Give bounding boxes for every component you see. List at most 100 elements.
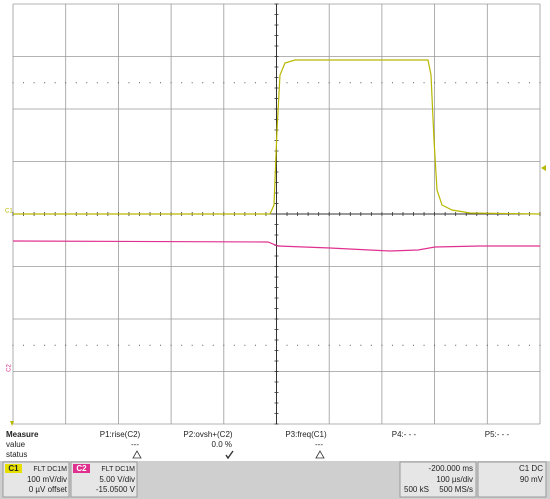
status-warning-icon	[315, 450, 325, 459]
grid-dot	[455, 82, 457, 84]
grid-dot	[191, 344, 193, 346]
grid-dot	[497, 82, 499, 84]
c2-scale: 5.00 V/div	[99, 475, 135, 484]
grid-dot	[128, 82, 130, 84]
grid-dot	[497, 344, 499, 346]
param-value: ---	[315, 440, 323, 449]
c1-box	[2, 461, 70, 498]
grid-dot	[233, 344, 235, 346]
grid-dot	[212, 344, 214, 346]
c2-trace	[12, 240, 540, 252]
timebase-scale: 100 µs/div	[436, 475, 473, 484]
grid-dot	[455, 344, 457, 346]
grid-dot	[202, 344, 204, 346]
grid-dot	[138, 82, 140, 84]
grid-dot	[202, 82, 204, 84]
grid-dot	[381, 344, 383, 346]
trigger-position-marker	[10, 421, 14, 426]
grid-dot	[297, 82, 299, 84]
grid-dot	[360, 344, 362, 346]
grid-dot	[444, 82, 446, 84]
grid-dot	[244, 344, 246, 346]
grid-dot	[539, 82, 541, 84]
grid-dot	[244, 82, 246, 84]
status-ok-icon	[225, 450, 234, 460]
grid-dot	[486, 344, 488, 346]
grid-dot	[33, 344, 35, 346]
c1-scale: 100 mV/div	[27, 475, 67, 484]
measure-panel	[0, 428, 550, 461]
grid-dot	[476, 82, 478, 84]
c1-offset: 0 µV offset	[29, 485, 68, 494]
grid-dot	[86, 344, 88, 346]
grid-dot	[54, 82, 56, 84]
c2-offset: -15.0500 V	[96, 485, 136, 494]
grid-dot	[328, 82, 330, 84]
grid-dot	[539, 344, 541, 346]
grid-dot	[518, 82, 520, 84]
grid-dot	[170, 82, 172, 84]
grid-dot	[181, 344, 183, 346]
grid-dot	[138, 344, 140, 346]
timebase-samples: 500 kS	[404, 485, 429, 494]
grid-dot	[223, 344, 225, 346]
param-header: P1:rise(C2)	[100, 430, 141, 439]
grid-dot	[265, 82, 267, 84]
param-header: P4:- - -	[392, 430, 417, 439]
grid-dot	[328, 344, 330, 346]
grid-dot	[96, 82, 98, 84]
grid-dot	[160, 82, 162, 84]
grid-dot	[349, 344, 351, 346]
param-value: ---	[131, 440, 139, 449]
grid-dot	[349, 82, 351, 84]
grid-dot	[434, 82, 436, 84]
grid-dot	[276, 344, 277, 346]
grid-dot	[423, 82, 425, 84]
c1-name: C1	[8, 464, 19, 473]
grid-dot	[75, 82, 77, 84]
c1-trace	[13, 59, 541, 215]
grid-dot	[507, 82, 509, 84]
trigger-box	[477, 461, 547, 498]
measure-header: Measure	[6, 430, 39, 439]
grid-dot	[54, 344, 56, 346]
grid-dot	[391, 82, 393, 84]
grid-dot	[360, 82, 362, 84]
grid-dot	[423, 344, 425, 346]
param-header: P2:ovsh+(C2)	[183, 430, 232, 439]
grid-dot	[413, 82, 415, 84]
grid-dot	[149, 344, 151, 346]
grid-dot	[212, 82, 214, 84]
grid-dot	[107, 82, 109, 84]
grid-dot	[86, 82, 88, 84]
grid-dot	[318, 344, 320, 346]
grid-dot	[117, 82, 119, 84]
grid-dot	[149, 82, 151, 84]
c2-name: C2	[76, 464, 87, 473]
grid-dot	[402, 82, 404, 84]
c2-coupling: FLT DC1M	[101, 466, 135, 473]
status-label: status	[6, 450, 27, 459]
grid-dot	[518, 344, 520, 346]
timebase-delay: -200.000 ms	[429, 464, 473, 473]
grid-dot	[297, 344, 299, 346]
param-header: P5:- - -	[485, 430, 510, 439]
grid-dot	[391, 344, 393, 346]
value-label: value	[6, 440, 26, 449]
grid-dot	[402, 344, 404, 346]
grid-dot	[12, 344, 14, 346]
c1-marker: C1	[5, 209, 13, 215]
grid-dot	[370, 82, 372, 84]
c2-marker: C2	[7, 364, 13, 372]
grid-dot	[413, 344, 415, 346]
trigger-level-marker	[541, 165, 546, 171]
grid-dot	[286, 82, 288, 84]
grid-dot	[276, 82, 277, 84]
grid-dot	[254, 82, 256, 84]
grid-dot	[528, 344, 530, 346]
c1-coupling: FLT DC1M	[33, 466, 67, 473]
c1-badge	[5, 464, 22, 473]
